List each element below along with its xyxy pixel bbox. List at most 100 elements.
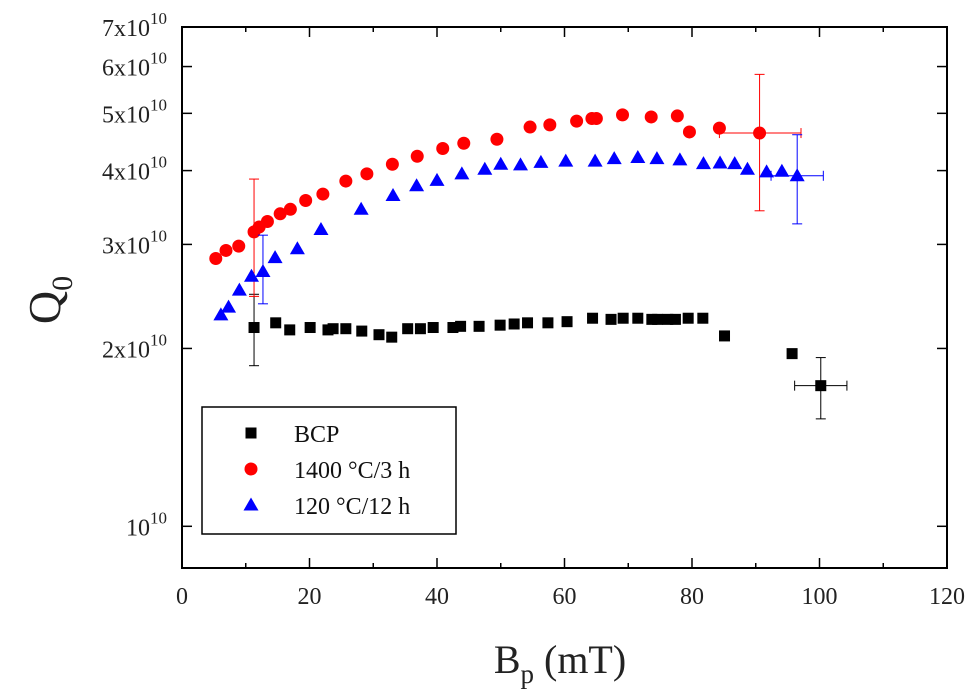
data-point-triangle bbox=[409, 178, 425, 192]
data-point-square bbox=[522, 317, 534, 329]
data-point-triangle bbox=[649, 151, 665, 165]
data-point-triangle bbox=[558, 153, 574, 167]
data-point-square bbox=[617, 312, 629, 324]
legend-marker-triangle bbox=[243, 497, 259, 511]
data-point-circle bbox=[260, 215, 274, 229]
data-point-square bbox=[682, 312, 694, 324]
data-point-circle bbox=[589, 112, 603, 126]
data-point-triangle bbox=[606, 151, 622, 165]
data-point-triangle bbox=[759, 164, 775, 178]
data-point-circle bbox=[570, 114, 584, 128]
data-point-square bbox=[508, 318, 520, 330]
data-point-triangle bbox=[712, 155, 728, 169]
data-point-square bbox=[542, 317, 554, 329]
data-point-triangle bbox=[454, 166, 470, 180]
data-point-triangle bbox=[313, 221, 329, 235]
data-point-circle bbox=[436, 141, 450, 155]
data-point-square bbox=[652, 313, 664, 325]
data-point-square bbox=[669, 313, 681, 325]
data-point-triangle bbox=[533, 154, 549, 168]
data-point-square bbox=[632, 312, 644, 324]
data-point-circle bbox=[316, 187, 330, 201]
data-point-circle bbox=[543, 118, 557, 132]
data-point-square bbox=[786, 348, 798, 360]
data-point-triangle bbox=[672, 152, 688, 166]
data-point-triangle bbox=[587, 153, 603, 167]
y-tick-label: 3x1010 bbox=[102, 226, 167, 259]
x-tick-label: 40 bbox=[425, 584, 449, 610]
data-point-circle bbox=[410, 149, 424, 163]
x-tick-label: 80 bbox=[680, 584, 704, 610]
data-point-triangle bbox=[243, 268, 259, 282]
data-point-triangle bbox=[493, 156, 509, 170]
legend-marker-square bbox=[245, 427, 257, 439]
data-point-circle bbox=[457, 136, 471, 150]
data-point-square bbox=[719, 330, 731, 342]
x-axis-title: Bp (mT) bbox=[494, 637, 626, 689]
data-point-square bbox=[473, 320, 485, 332]
x-tick-label: 120 bbox=[929, 584, 965, 610]
data-point-square bbox=[662, 313, 674, 325]
data-point-triangle bbox=[477, 161, 493, 175]
data-point-triangle bbox=[727, 156, 743, 170]
x-tick-label: 60 bbox=[553, 584, 577, 610]
data-point-circle bbox=[523, 120, 537, 134]
data-point-square bbox=[561, 316, 573, 328]
data-point-square bbox=[646, 313, 658, 325]
y-tick-label: 7x1010 bbox=[102, 9, 167, 42]
data-point-circle bbox=[232, 239, 246, 253]
data-point-square bbox=[455, 320, 467, 332]
y-tick-label: 2x1010 bbox=[102, 330, 167, 363]
data-point-triangle bbox=[231, 282, 247, 296]
data-point-triangle bbox=[429, 172, 445, 186]
y-tick-label: 6x1010 bbox=[102, 49, 167, 82]
data-point-square bbox=[447, 322, 459, 334]
data-point-square bbox=[356, 325, 368, 337]
legend-box bbox=[201, 406, 457, 535]
data-point-circle bbox=[490, 132, 504, 146]
data-point-triangle bbox=[630, 149, 646, 163]
legend: BCP 1400 °C/3 h 120 °C/12 h bbox=[201, 406, 457, 535]
y-tick-label: 1010 bbox=[126, 508, 167, 541]
data-point-square bbox=[414, 323, 426, 335]
data-point-circle bbox=[360, 167, 374, 181]
data-point-circle bbox=[209, 251, 223, 265]
data-point-triangle bbox=[385, 187, 401, 201]
axis-tick-labels: 0 20 40 60 80 100 120 1010 2x1010 3x1010 4x1010 5x1… bbox=[102, 9, 965, 610]
data-point-square bbox=[605, 313, 617, 325]
data-point-square bbox=[373, 329, 385, 341]
data-point-triangle bbox=[289, 241, 305, 255]
data-markers bbox=[209, 73, 848, 420]
data-point-triangle bbox=[774, 163, 790, 177]
data-point-circle bbox=[299, 193, 313, 207]
data-point-square bbox=[697, 312, 709, 324]
data-point-circle bbox=[339, 174, 353, 188]
data-point-triangle bbox=[267, 250, 283, 264]
data-point-square bbox=[284, 324, 296, 336]
data-point-square bbox=[402, 323, 414, 335]
data-point-square bbox=[304, 322, 316, 334]
data-point-square bbox=[340, 323, 352, 335]
data-point-circle bbox=[219, 243, 233, 257]
data-point-square bbox=[327, 323, 339, 335]
data-point-triangle bbox=[353, 201, 369, 215]
data-point-square bbox=[270, 317, 282, 329]
data-point-triangle bbox=[221, 299, 237, 313]
x-tick-label: 0 bbox=[176, 584, 188, 610]
y-tick-label: 4x1010 bbox=[102, 153, 167, 186]
data-point-circle bbox=[616, 108, 630, 122]
data-point-triangle bbox=[739, 161, 755, 175]
legend-label: 120 °C/12 h bbox=[294, 494, 410, 520]
y-tick-label: 5x1010 bbox=[102, 95, 167, 128]
x-tick-label: 20 bbox=[298, 584, 322, 610]
data-point-square bbox=[427, 322, 439, 334]
data-point-circle bbox=[283, 202, 297, 216]
legend-label: 1400 °C/3 h bbox=[294, 458, 410, 484]
data-point-square bbox=[494, 319, 506, 331]
data-point-triangle bbox=[213, 307, 229, 321]
axis-ticks bbox=[181, 26, 948, 568]
legend-label: BCP bbox=[294, 422, 339, 448]
data-point-circle bbox=[670, 109, 684, 123]
data-point-square bbox=[386, 331, 398, 343]
data-point-circle bbox=[273, 207, 287, 221]
